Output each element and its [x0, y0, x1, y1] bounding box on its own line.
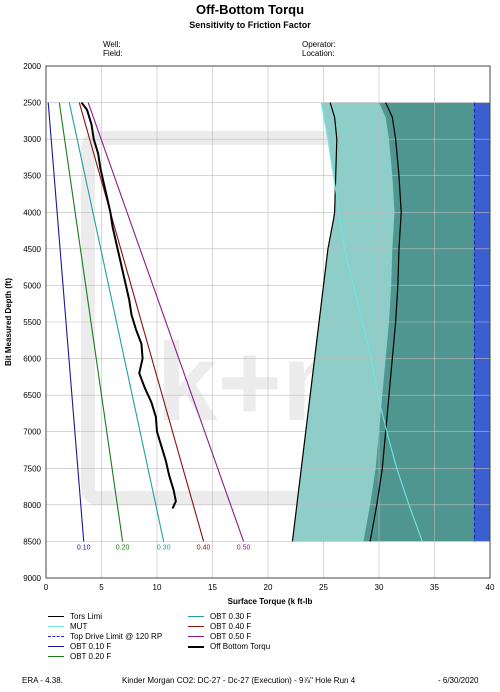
- legend-swatch: [48, 636, 64, 637]
- torque-chart: k+m 0.10 0.20 0.30 0.40 0.50 200025003000350…: [4, 62, 495, 606]
- series-lines: [47, 101, 476, 542]
- legend-label: OBT 0.50 F: [210, 632, 252, 641]
- legend-item: OBT 0.10 F: [48, 642, 111, 651]
- footer-version: ERA - 4.38.: [22, 676, 63, 685]
- legend-item: Top Drive Limit @ 120 RP: [48, 632, 162, 641]
- legend-item: OBT 0.40 F: [188, 622, 251, 631]
- y-tick-label: 4500: [23, 245, 41, 254]
- y-tick-label: 8000: [23, 501, 41, 510]
- legend-label: OBT 0.20 F: [70, 652, 112, 661]
- legend-item: OBT 0.30 F: [188, 612, 251, 621]
- footer-well-info: Kinder Morgan CO2: DC-27 - Dc-27 (Execut…: [122, 676, 356, 685]
- operator-location-block: Operator: Location:: [302, 40, 336, 58]
- y-tick-label: 7000: [23, 428, 41, 437]
- x-tick-label: 40: [486, 583, 495, 592]
- legend-item: OBT 0.20 F: [48, 652, 111, 661]
- legend-swatch: [48, 656, 64, 657]
- well-label: Well:: [103, 40, 121, 49]
- y-tick-label: 8500: [23, 537, 41, 546]
- y-tick-label: 5500: [23, 318, 41, 327]
- legend-label: OBT 0.40 F: [210, 622, 252, 631]
- series-line-off-bottom-torqu: [80, 101, 177, 509]
- legend-swatch: [48, 626, 64, 627]
- y-tick-label: 3000: [23, 135, 41, 144]
- legend-swatch: [188, 616, 204, 617]
- legend-item: Tors Limi: [48, 612, 102, 621]
- location-label: Location:: [302, 49, 335, 58]
- legend-item: OBT 0.50 F: [188, 632, 251, 641]
- series-line-obt-0-40-f: [78, 102, 205, 542]
- series-line-obt-0-30-f: [68, 102, 165, 542]
- y-tick-label: 2000: [23, 62, 41, 71]
- legend-swatch: [188, 636, 204, 637]
- x-tick-label: 10: [153, 583, 162, 592]
- x-tick-label: 20: [264, 583, 273, 592]
- series-line-obt-0-20-f: [58, 102, 124, 542]
- y-tick-label: 7500: [23, 464, 41, 473]
- legend-item: MUT: [48, 622, 87, 631]
- x-tick-label: 35: [430, 583, 439, 592]
- legend-label: Tors Limi: [70, 612, 103, 621]
- series-line-obt-0-10-f: [47, 102, 85, 542]
- chart-title: Off-Bottom Torqu: [195, 2, 305, 17]
- x-axis-label: Surface Torque (k ft-lb: [228, 597, 313, 606]
- chart-grid: [45, 65, 491, 579]
- series-end-label: 0.10: [77, 544, 91, 551]
- y-tick-label: 6000: [23, 355, 41, 364]
- legend-item: Off Bottom Torqu: [188, 642, 270, 651]
- y-tick-label: 2500: [23, 99, 41, 108]
- series-end-label: 0.50: [237, 544, 251, 551]
- x-tick-label: 5: [99, 583, 104, 592]
- legend-label: Off Bottom Torqu: [210, 642, 271, 651]
- legend-label: MUT: [70, 622, 88, 631]
- series-end-labels: 0.10 0.20 0.30 0.40 0.50: [77, 544, 251, 551]
- chart-subtitle: Sensitivity to Friction Factor: [189, 20, 311, 30]
- x-tick-label: 25: [319, 583, 328, 592]
- operator-label: Operator:: [302, 40, 336, 49]
- field-label: Field:: [103, 49, 123, 58]
- series-line-mut: [320, 102, 423, 542]
- y-tick-label: 3500: [23, 172, 41, 181]
- plot-frame: [45, 65, 491, 579]
- footer-date: - 6/30/2020: [438, 676, 479, 685]
- series-end-label: 0.40: [197, 544, 211, 551]
- y-axis-label: Bit Measured Depth (ft): [4, 278, 13, 366]
- series-end-label: 0.20: [116, 544, 130, 551]
- legend-swatch: [188, 626, 204, 627]
- legend-label: Top Drive Limit @ 120 RP: [70, 632, 163, 641]
- legend-swatch: [188, 645, 204, 648]
- y-tick-label: 6500: [23, 391, 41, 400]
- series-line-tors-limi-upper-: [369, 102, 402, 542]
- x-tick-label: 15: [208, 583, 217, 592]
- y-tick-label: 9000: [23, 574, 41, 583]
- legend-label: OBT 0.10 F: [70, 642, 112, 651]
- y-tick-label: 4000: [23, 208, 41, 217]
- legend-swatch: [48, 616, 64, 617]
- y-tick-label: 5000: [23, 281, 41, 290]
- series-line-obt-0-50-f: [87, 102, 245, 542]
- series-end-label: 0.30: [157, 544, 171, 551]
- well-field-block: Well: Field:: [103, 40, 123, 58]
- legend-swatch: [48, 646, 64, 647]
- series-line-tors-limi: [291, 102, 338, 542]
- x-tick-label: 30: [375, 583, 384, 592]
- legend-label: OBT 0.30 F: [210, 612, 252, 621]
- x-tick-label: 0: [44, 583, 49, 592]
- chart-axes: 2000 2500 3000 3500 4000 4500 5000 5500 6000 6500…: [23, 62, 495, 592]
